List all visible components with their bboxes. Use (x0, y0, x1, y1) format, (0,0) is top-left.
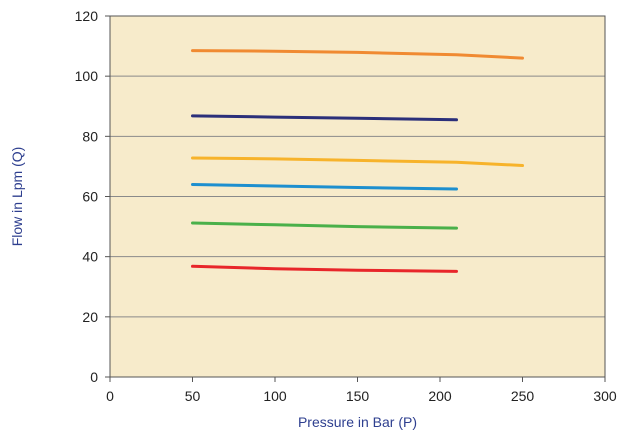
x-tick-label-300: 300 (593, 388, 617, 404)
series-lines (191, 49, 524, 273)
y-tick-label-40: 40 (82, 249, 98, 265)
y-tick-label-0: 0 (90, 369, 98, 385)
y-tick-label-80: 80 (82, 128, 98, 144)
series-line-3 (191, 156, 524, 167)
x-axis-label: Pressure in Bar (P) (298, 414, 417, 430)
x-tick-label-50: 50 (185, 388, 201, 404)
x-tick-label-0: 0 (106, 388, 114, 404)
y-tick-label-120: 120 (75, 8, 99, 24)
x-tick-label-250: 250 (511, 388, 535, 404)
x-tick-label-200: 200 (428, 388, 452, 404)
y-axis-label: Flow in Lpm (Q) (9, 147, 25, 247)
series-line-1 (191, 49, 524, 60)
x-tick-labels: 0 50 100 150 200 250 300 (106, 388, 617, 404)
y-tick-label-20: 20 (82, 309, 98, 325)
series-line-5 (191, 221, 458, 230)
y-tick-label-100: 100 (75, 68, 99, 84)
y-tick-labels: 0 20 40 60 80 100 120 (75, 8, 99, 385)
series-line-2 (191, 114, 458, 122)
y-tick-label-60: 60 (82, 189, 98, 205)
axes (105, 15, 606, 382)
series-line-4 (191, 183, 458, 191)
x-tick-label-150: 150 (346, 388, 370, 404)
series-line-6 (191, 264, 458, 273)
x-tick-label-100: 100 (263, 388, 287, 404)
